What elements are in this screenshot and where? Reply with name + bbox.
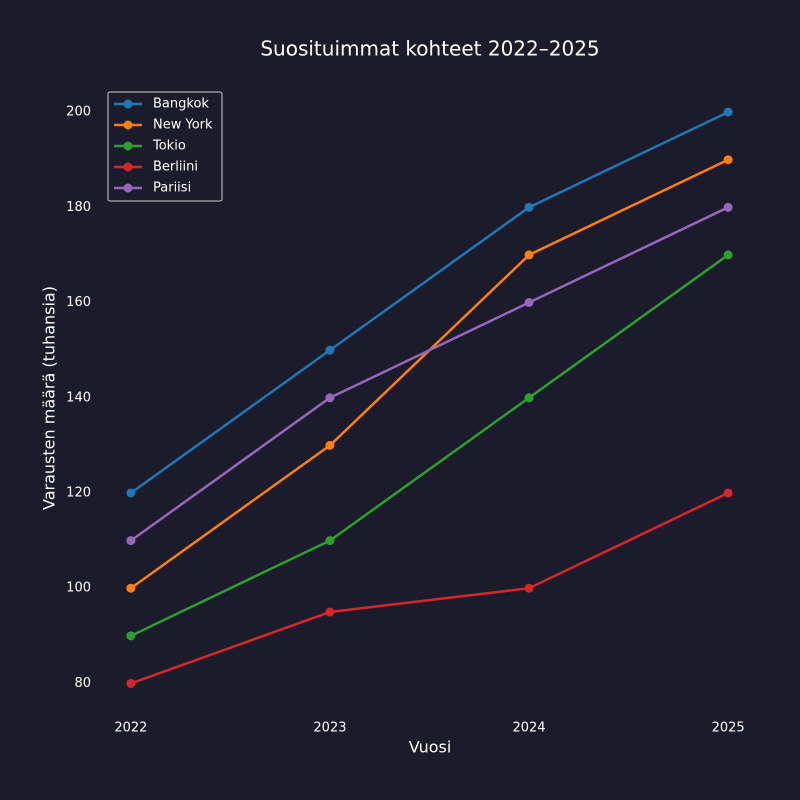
point bbox=[524, 583, 534, 593]
point bbox=[723, 250, 733, 260]
point bbox=[126, 678, 136, 688]
y-tick-label: 140 bbox=[66, 390, 91, 405]
chart-title: Suosituimmat kohteet 2022–2025 bbox=[260, 37, 599, 61]
point bbox=[126, 583, 136, 593]
legend-marker bbox=[123, 141, 133, 151]
series-line bbox=[130, 110, 729, 495]
series-line bbox=[130, 253, 729, 637]
legend-marker bbox=[123, 162, 133, 172]
legend-label: New York bbox=[153, 118, 213, 133]
point bbox=[325, 607, 335, 617]
y-tick-label: 160 bbox=[66, 295, 91, 310]
y-tick-label: 120 bbox=[66, 485, 91, 500]
point bbox=[126, 631, 136, 641]
series-line bbox=[130, 206, 729, 542]
point bbox=[126, 536, 136, 546]
point bbox=[325, 440, 335, 450]
point bbox=[524, 393, 534, 403]
legend-label: Tokio bbox=[152, 139, 186, 154]
y-tick-label: 80 bbox=[74, 676, 91, 691]
legend-marker bbox=[123, 99, 133, 109]
point bbox=[723, 107, 733, 117]
y-tick-label: 200 bbox=[66, 105, 91, 120]
point bbox=[325, 536, 335, 546]
point bbox=[524, 250, 534, 260]
legend-label: Bangkok bbox=[153, 97, 209, 112]
y-axis-label: Varausten määrä (tuhansia) bbox=[40, 286, 59, 510]
point bbox=[325, 345, 335, 355]
y-tick-label: 180 bbox=[66, 200, 91, 215]
x-tick-label: 2024 bbox=[512, 721, 545, 736]
x-axis-label: Vuosi bbox=[409, 738, 452, 757]
point bbox=[126, 488, 136, 498]
point bbox=[723, 155, 733, 165]
legend-label: Berliini bbox=[153, 160, 198, 175]
point bbox=[723, 488, 733, 498]
point bbox=[325, 393, 335, 403]
y-tick-label: 100 bbox=[66, 581, 91, 596]
series-line bbox=[130, 491, 729, 685]
point bbox=[524, 298, 534, 308]
legend-marker bbox=[123, 183, 133, 193]
point bbox=[723, 202, 733, 212]
x-tick-label: 2022 bbox=[114, 721, 147, 736]
legend-box bbox=[107, 91, 223, 202]
point bbox=[524, 202, 534, 212]
legend-marker bbox=[123, 120, 133, 130]
legend-label: Pariisi bbox=[153, 181, 191, 196]
x-tick-label: 2023 bbox=[313, 721, 346, 736]
x-tick-label: 2025 bbox=[712, 721, 745, 736]
